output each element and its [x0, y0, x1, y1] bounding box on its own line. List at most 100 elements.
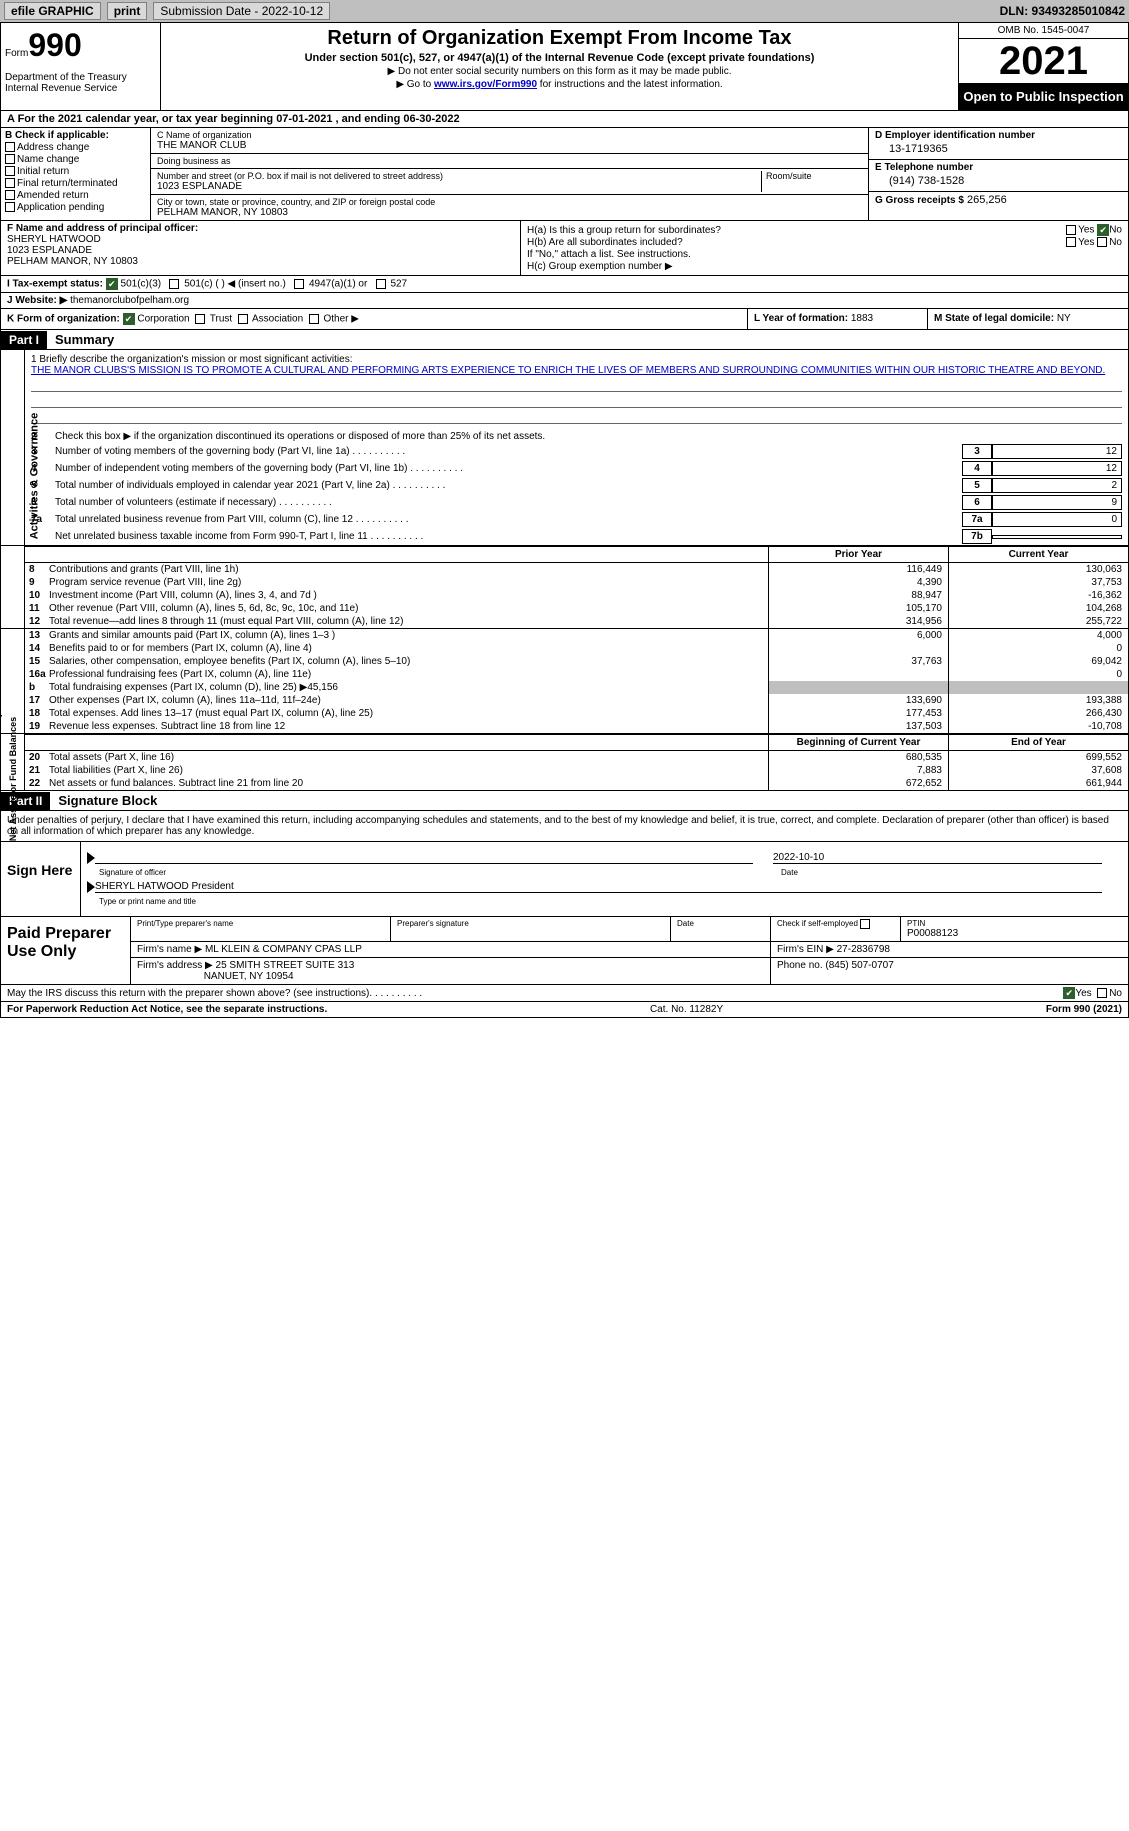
prior-year-header: Prior Year [768, 547, 948, 562]
officer-name-title: SHERYL HATWOOD President [95, 881, 1102, 893]
netassets-header: Beginning of Current Year End of Year [25, 734, 1128, 751]
org-name-label: C Name of organization [157, 130, 862, 140]
chk-amended-return[interactable]: Amended return [5, 190, 146, 201]
firm-addr2: NANUET, NY 10954 [204, 971, 294, 982]
chk-initial-return[interactable]: Initial return [5, 166, 146, 177]
chk-final-return[interactable]: Final return/terminated [5, 178, 146, 189]
ha-yes: Yes [1078, 225, 1094, 236]
form-number: 990 [28, 27, 81, 63]
website-value[interactable]: themanorclubofpelham.org [70, 295, 189, 306]
financial-row: 10Investment income (Part VIII, column (… [25, 589, 1128, 602]
financial-row: 11Other revenue (Part VIII, column (A), … [25, 602, 1128, 615]
ein-block: D Employer identification number 13-1719… [869, 128, 1128, 160]
discuss-yes: Yes [1075, 988, 1091, 999]
i-opt3: 4947(a)(1) or [309, 279, 367, 290]
col-b-header: B Check if applicable: [5, 130, 146, 141]
h-block: H(a) Is this a group return for subordin… [521, 221, 1128, 275]
gross-value: 265,256 [967, 194, 1007, 206]
discuss-no: No [1109, 988, 1122, 999]
dept-label: Department of the Treasury Internal Reve… [5, 72, 156, 94]
chk-application-pending[interactable]: Application pending [5, 202, 146, 213]
addr-value: 1023 ESPLANADE [157, 181, 757, 192]
summary-row: 6Total number of volunteers (estimate if… [25, 494, 1128, 511]
part2-header-row: Part II Signature Block [1, 791, 1128, 811]
print-button[interactable]: print [107, 2, 148, 20]
firm-name-label: Firm's name ▶ [137, 944, 202, 955]
m-cell: M State of legal domicile: NY [928, 309, 1128, 329]
firm-addr-label: Firm's address ▶ [137, 960, 213, 971]
l-label: L Year of formation: [754, 313, 848, 324]
financial-row: 8Contributions and grants (Part VIII, li… [25, 563, 1128, 576]
declaration-text: Under penalties of perjury, I declare th… [1, 811, 1128, 842]
col-c-org-info: C Name of organization THE MANOR CLUB Do… [151, 128, 868, 220]
org-name-block: C Name of organization THE MANOR CLUB [151, 128, 868, 154]
m-value: NY [1057, 313, 1071, 324]
ptin-label: PTIN [907, 919, 1122, 928]
cat-number: Cat. No. 11282Y [650, 1004, 723, 1015]
ptin-value: P00088123 [907, 928, 1122, 939]
l-value: 1883 [851, 313, 873, 324]
row-a-tax-year: A For the 2021 calendar year, or tax yea… [1, 111, 1128, 128]
part1-title: Summary [47, 330, 122, 349]
k-corp: Corporation [137, 314, 189, 325]
signature-date-field: 2022-10-10 [773, 852, 1102, 864]
hb-note-line: If "No," attach a list. See instructions… [527, 249, 1122, 260]
financial-row: 17Other expenses (Part IX, column (A), l… [25, 694, 1128, 707]
phone-label: E Telephone number [875, 162, 1122, 173]
row-i: I Tax-exempt status: ✔ 501(c)(3) 501(c) … [1, 276, 1128, 293]
goto-pre: ▶ Go to [396, 79, 434, 90]
date-label: Date [781, 868, 1122, 877]
financial-row: 20Total assets (Part X, line 16)680,5356… [25, 751, 1128, 764]
revenue-header: Prior Year Current Year [25, 546, 1128, 563]
name-arrow-icon [87, 881, 95, 893]
form-header: Form990 Department of the Treasury Inter… [1, 23, 1128, 111]
expenses-label: Expenses [0, 679, 3, 730]
k-assoc: Association [252, 314, 303, 325]
firm-ein-label: Firm's EIN ▶ [777, 944, 834, 955]
prep-name-label: Print/Type preparer's name [137, 919, 384, 928]
prep-row-2: Firm's name ▶ ML KLEIN & COMPANY CPAS LL… [131, 942, 1128, 958]
ha-line: H(a) Is this a group return for subordin… [527, 224, 1122, 236]
row-klm: K Form of organization: ✔ Corporation Tr… [1, 309, 1128, 330]
financial-row: 14Benefits paid to or for members (Part … [25, 642, 1128, 655]
hb-line: H(b) Are all subordinates included? Yes … [527, 237, 1122, 248]
k-other: Other ▶ [323, 314, 358, 325]
form-subtitle: Under section 501(c), 527, or 4947(a)(1)… [169, 52, 950, 64]
prep-row-1: Print/Type preparer's name Preparer's si… [131, 917, 1128, 942]
officer-signature-field[interactable] [95, 852, 753, 864]
part1-badge: Part I [1, 331, 47, 349]
summary-activities: Activities & Governance 1 Briefly descri… [1, 350, 1128, 546]
prep-date-label: Date [677, 919, 764, 928]
principal-officer-block: F Name and address of principal officer:… [1, 221, 521, 275]
i-501c3-checked: ✔ [106, 278, 118, 290]
summary-expenses: Expenses 13Grants and similar amounts pa… [1, 629, 1128, 734]
part1-header-row: Part I Summary [1, 330, 1128, 350]
main-info-block: B Check if applicable: Address change Na… [1, 128, 1128, 221]
mission-text: THE MANOR CLUBS'S MISSION IS TO PROMOTE … [31, 365, 1122, 376]
m-label: M State of legal domicile: [934, 313, 1054, 324]
preparer-block: Paid Preparer Use Only Print/Type prepar… [1, 917, 1128, 985]
ha-no-checked: ✔ [1097, 224, 1109, 236]
chk-name-change[interactable]: Name change [5, 154, 146, 165]
discuss-label: May the IRS discuss this return with the… [7, 988, 369, 999]
self-employed-label: Check if self-employed [777, 919, 858, 928]
gross-block: G Gross receipts $ 265,256 [869, 192, 1128, 208]
financial-row: 21Total liabilities (Part X, line 26)7,8… [25, 764, 1128, 777]
financial-row: 16aProfessional fundraising fees (Part I… [25, 668, 1128, 681]
k-trust: Trust [210, 314, 232, 325]
efile-graphic-label: efile GRAPHIC [4, 2, 101, 20]
hb-label: H(b) Are all subordinates included? [527, 237, 683, 248]
dba-label: Doing business as [157, 156, 862, 166]
preparer-label: Paid Preparer Use Only [1, 917, 131, 984]
room-label: Room/suite [766, 171, 862, 181]
addr-block: Number and street (or P.O. box if mail i… [151, 169, 868, 195]
chk-address-change[interactable]: Address change [5, 142, 146, 153]
irs-link[interactable]: www.irs.gov/Form990 [434, 79, 537, 90]
k-cell: K Form of organization: ✔ Corporation Tr… [1, 309, 748, 329]
instruction-1: ▶ Do not enter social security numbers o… [169, 66, 950, 77]
summary-row: Net unrelated business taxable income fr… [25, 528, 1128, 545]
financial-row: 19Revenue less expenses. Subtract line 1… [25, 720, 1128, 733]
paperwork-notice: For Paperwork Reduction Act Notice, see … [7, 1004, 327, 1015]
side-label-activities: Activities & Governance [1, 350, 25, 545]
activities-label: Activities & Governance [28, 413, 40, 540]
